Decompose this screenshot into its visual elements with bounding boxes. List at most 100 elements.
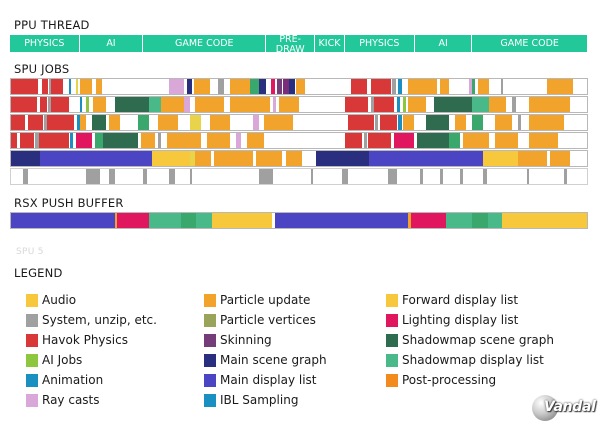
rsx-block xyxy=(487,213,503,228)
spu-row xyxy=(10,96,588,113)
spu-job-block xyxy=(189,115,202,130)
spu-jobs-chart: SPU 5 xyxy=(10,78,588,257)
spu-job-block xyxy=(394,133,415,148)
legend-item: Audio xyxy=(26,290,157,310)
spu-job-block xyxy=(425,115,449,130)
spu-job-block xyxy=(408,97,426,112)
legend-label: Ray casts xyxy=(42,393,100,407)
spu-job-block xyxy=(42,79,48,94)
legend-swatch xyxy=(26,333,38,347)
spu-job-block xyxy=(140,133,155,148)
spu-job-block xyxy=(108,115,121,130)
rsx-block xyxy=(114,213,117,228)
rsx-push-buffer-title: RSX PUSH BUFFER xyxy=(14,196,124,210)
legend-swatch xyxy=(204,393,216,407)
spu-job-block xyxy=(46,115,75,130)
spu-job-block xyxy=(149,97,161,112)
spu-job-block xyxy=(529,97,570,112)
rsx-block xyxy=(148,213,182,228)
ppu-segment: GAME CODE xyxy=(472,35,588,52)
spu-job-block xyxy=(206,133,230,148)
spu-job-block xyxy=(494,115,513,130)
spu-job-block xyxy=(273,97,276,112)
spu-job-block xyxy=(483,169,487,184)
legend-label: AI Jobs xyxy=(42,353,83,367)
spu-job-block xyxy=(80,79,92,94)
spu-job-block xyxy=(471,97,490,112)
spu-job-block xyxy=(468,79,472,94)
spu-job-block xyxy=(247,133,265,148)
spu-job-block xyxy=(39,97,47,112)
spu-job-block xyxy=(288,79,295,94)
spu-job-block xyxy=(345,97,369,112)
spu-job-block xyxy=(25,115,29,130)
spu-job-block xyxy=(282,79,289,94)
spu-job-block xyxy=(489,97,507,112)
rsx-block xyxy=(411,213,446,228)
rsx-block xyxy=(116,213,149,228)
rsx-block xyxy=(274,213,409,228)
spu-job-block xyxy=(36,97,40,112)
spu-job-block xyxy=(402,115,415,130)
legend-swatch xyxy=(204,313,216,327)
spu-job-block xyxy=(419,169,423,184)
rsx-block xyxy=(408,213,412,228)
spu-job-block xyxy=(350,79,367,94)
rsx-block xyxy=(181,213,196,228)
spu-job-block xyxy=(51,97,69,112)
legend-item: Particle vertices xyxy=(204,310,327,330)
legend-column-2: Particle update Particle vertices Skinning… xyxy=(204,290,327,410)
spu-job-block xyxy=(250,79,259,94)
spu-job-block xyxy=(143,169,147,184)
legend-label: IBL Sampling xyxy=(220,393,299,407)
legend-item: Shadowmap display list xyxy=(386,350,554,370)
rsx-push-buffer-bar xyxy=(10,212,588,229)
legend-swatch xyxy=(204,293,216,307)
spu-job-block xyxy=(373,97,395,112)
rsx-block xyxy=(445,213,472,228)
spu-job-block xyxy=(68,79,72,94)
spu-job-block xyxy=(39,151,153,166)
watermark-globe-icon xyxy=(532,395,558,421)
spu-row xyxy=(10,114,588,131)
spu-job-block xyxy=(51,79,63,94)
legend-swatch xyxy=(386,333,398,347)
spu-job-block xyxy=(11,79,39,94)
spu-job-block xyxy=(80,115,86,130)
rsx-block xyxy=(11,213,115,228)
spu-job-block xyxy=(440,79,449,94)
spu-job-block xyxy=(229,79,251,94)
spu-job-block xyxy=(152,151,190,166)
legend-label: Shadowmap scene graph xyxy=(402,333,554,347)
spu-job-block xyxy=(434,97,472,112)
spu-job-block xyxy=(16,133,20,148)
spu-job-block xyxy=(186,79,193,94)
spu-job-block xyxy=(85,97,90,112)
rsx-block xyxy=(211,213,273,228)
spu-job-block xyxy=(22,169,29,184)
legend-item: Animation xyxy=(26,370,157,390)
spu-job-block xyxy=(169,169,176,184)
ppu-segment: PHYSICS xyxy=(10,35,80,52)
spu-job-block xyxy=(49,79,52,94)
ppu-segment: PRE- DRAW xyxy=(266,35,316,52)
spu-job-block xyxy=(229,97,271,112)
spu-job-block xyxy=(448,133,461,148)
spu-jobs-title: SPU JOBS xyxy=(14,62,70,76)
legend-column-1: Audio System, unzip, etc. Havok Physics AI … xyxy=(26,290,157,410)
legend-swatch xyxy=(386,293,398,307)
spu-job-block xyxy=(38,79,43,94)
ppu-segment: GAME CODE xyxy=(143,35,267,52)
spu-job-block xyxy=(512,97,516,112)
spu-job-block xyxy=(398,79,402,94)
spu-job-block xyxy=(529,115,564,130)
spu-job-block xyxy=(345,133,363,148)
spu-job-block xyxy=(477,79,490,94)
spu-job-block xyxy=(392,79,396,94)
spu-job-block xyxy=(91,115,107,130)
legend-item: Ray casts xyxy=(26,390,157,410)
spu-job-block xyxy=(371,97,374,112)
vandal-watermark: Vandal xyxy=(532,395,596,421)
spu-job-block xyxy=(471,79,475,94)
spu-job-block xyxy=(526,169,530,184)
